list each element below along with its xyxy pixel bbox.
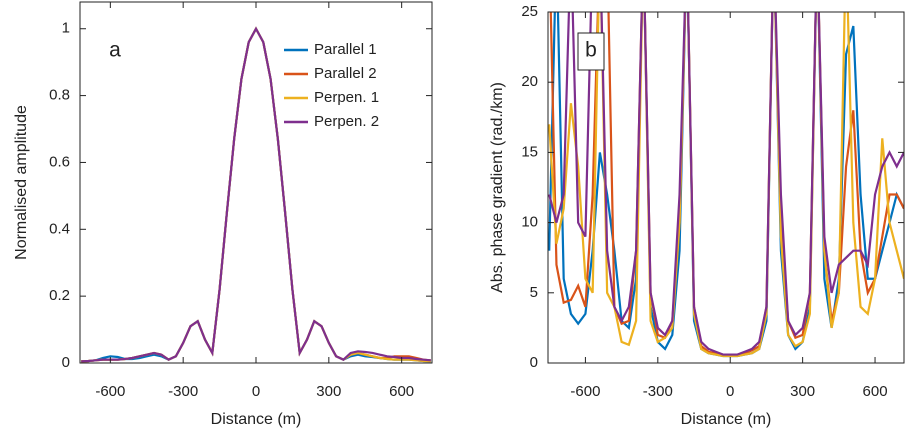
x-tick-label: 600 [863,383,888,400]
y-axis-label: Normalised amplitude [13,105,30,260]
x-tick-label: -600 [570,383,600,400]
y-tick-label: 15 [521,143,538,160]
y-tick-label: 0.4 [49,220,70,237]
legend-label: Parallel 2 [314,65,377,82]
x-tick-label: -600 [95,383,125,400]
series-line [81,26,431,363]
y-tick-label: 25 [521,3,538,20]
y-tick-label: 10 [521,214,538,231]
axes-frame [79,1,433,364]
x-tick-label: 0 [726,383,734,400]
y-tick-label: 0.2 [49,287,70,304]
y-tick-label: 0.6 [49,153,70,170]
legend-label: Perpen. 2 [314,113,379,130]
series-line [548,12,904,358]
y-tick-label: 20 [521,73,538,90]
x-axis-label: Distance (m) [211,411,302,428]
axes-frame [547,11,905,364]
series-line [81,26,431,363]
y-tick-label: 5 [530,284,538,301]
x-tick-label: 300 [316,383,341,400]
x-tick-label: -300 [643,383,673,400]
panel-label: a [109,39,121,62]
series-line [81,26,431,363]
y-tick-label: 0 [530,354,538,371]
panel-label-box [577,32,605,71]
y-tick-label: 1 [62,20,70,37]
legend-label: Parallel 1 [314,41,377,58]
x-tick-label: 300 [790,383,815,400]
x-tick-label: 0 [252,383,260,400]
y-tick-label: 0.8 [49,87,70,104]
x-axis-label: Distance (m) [681,411,772,428]
x-tick-label: 600 [389,383,414,400]
y-tick-label: 0 [62,354,70,371]
series-line [81,26,431,363]
series-line [548,12,904,356]
x-tick-label: -300 [168,383,198,400]
panel-label: b [585,39,597,62]
legend-label: Perpen. 1 [314,89,379,106]
y-axis-label: Abs. phase gradient (rad./km) [489,82,506,293]
